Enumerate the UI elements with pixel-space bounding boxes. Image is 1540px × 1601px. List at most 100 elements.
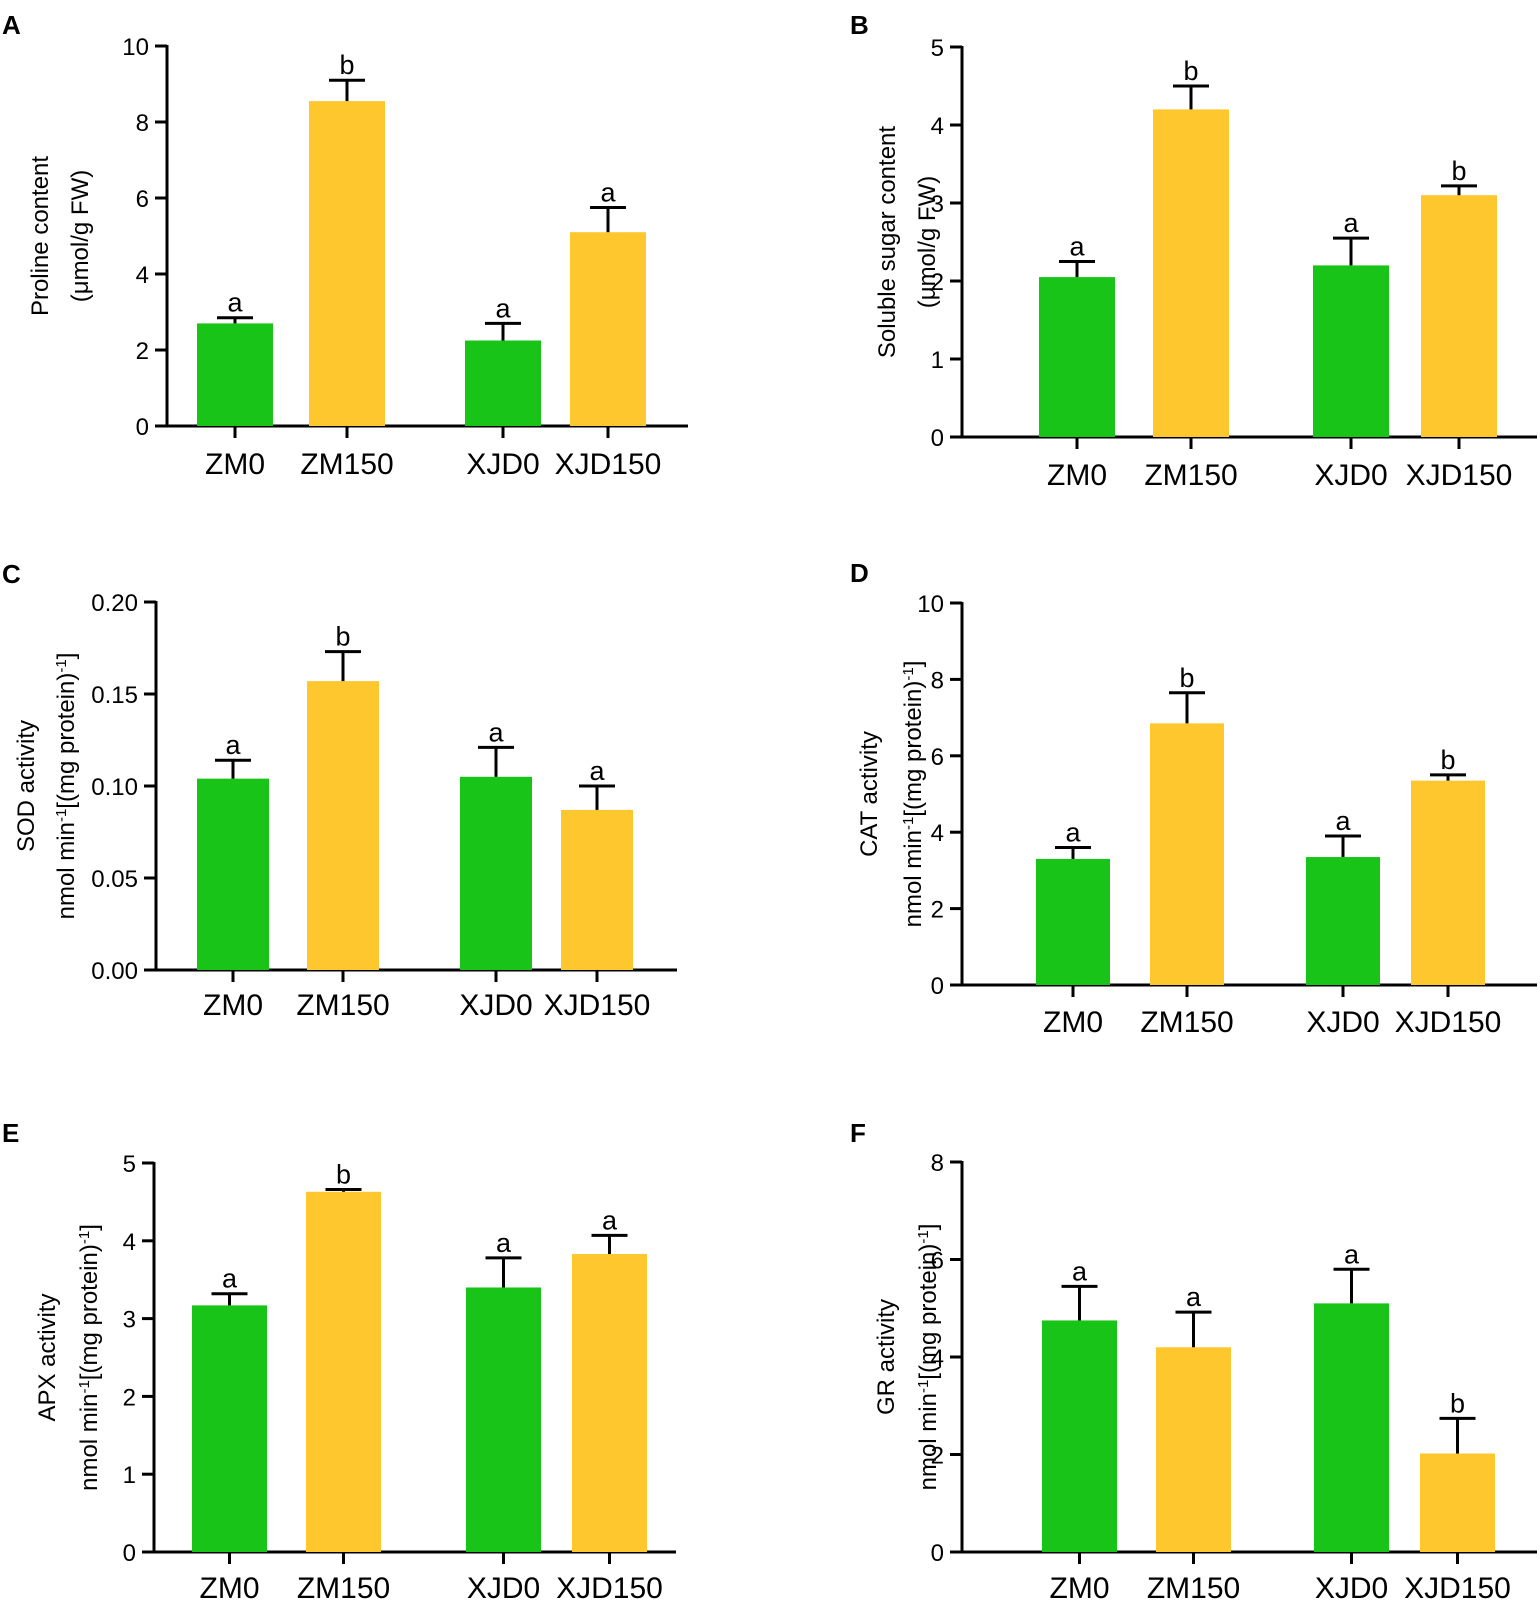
significance-letter: a bbox=[1344, 1239, 1360, 1269]
x-tick-label: ZM0 bbox=[1050, 1572, 1110, 1601]
bar-zm0 bbox=[192, 1305, 267, 1552]
y-axis-label: Soluble sugar content bbox=[874, 126, 901, 358]
bar-xjd150 bbox=[1411, 780, 1485, 985]
y-axis-label: nmol min-1[(mg protein)-1] bbox=[915, 1224, 943, 1491]
y-tick-label: 4 bbox=[931, 820, 944, 847]
y-axis-label: APX activity bbox=[34, 1293, 61, 1421]
panel-letter: E bbox=[2, 1118, 19, 1148]
panel-c: C 0.00 0.05 0.10 0.15 0.20 SOD activity nmol mi… bbox=[2, 559, 677, 1022]
panel-d: D 0 2 4 6 8 10 CAT activity nmol min-1[(mg prote… bbox=[850, 558, 1537, 1039]
bar-xjd0 bbox=[1313, 265, 1389, 437]
bar-xjd0 bbox=[465, 340, 541, 426]
x-tick-label: XJD0 bbox=[467, 1572, 540, 1601]
x-tick-label: XJD0 bbox=[459, 989, 532, 1022]
bar-zm150 bbox=[307, 681, 379, 970]
bar-xjd0 bbox=[1314, 1303, 1389, 1552]
y-axis-label: (μmol/g FW) bbox=[914, 176, 941, 308]
significance-letter: a bbox=[589, 756, 605, 786]
y-tick-label: 0 bbox=[931, 1540, 944, 1567]
y-tick-label: 4 bbox=[123, 1229, 136, 1256]
y-tick-label: 6 bbox=[136, 186, 149, 213]
bar-xjd0 bbox=[466, 1287, 541, 1552]
y-tick-label: 2 bbox=[931, 269, 944, 296]
bar-zm150 bbox=[306, 1191, 381, 1552]
x-tick-label: ZM0 bbox=[1043, 1006, 1103, 1039]
significance-letter: b bbox=[336, 1159, 351, 1189]
bar-zm0 bbox=[1042, 1320, 1117, 1552]
significance-letter: b bbox=[1183, 56, 1198, 86]
x-tick-label: XJD150 bbox=[555, 448, 662, 481]
bar-zm0 bbox=[1036, 858, 1110, 985]
significance-letter: b bbox=[339, 50, 354, 80]
significance-letter: a bbox=[495, 293, 511, 323]
y-tick-label: 0.20 bbox=[91, 590, 138, 617]
x-tick-label: ZM150 bbox=[296, 989, 389, 1022]
x-tick-label: XJD150 bbox=[544, 989, 651, 1022]
bar-xjd150 bbox=[1421, 195, 1497, 437]
y-tick-label: 5 bbox=[123, 1151, 136, 1178]
y-tick-label: 3 bbox=[931, 191, 944, 218]
y-tick-label: 4 bbox=[931, 1345, 944, 1372]
bar-zm150 bbox=[1150, 723, 1224, 985]
x-tick-label: ZM150 bbox=[1147, 1572, 1240, 1601]
bar-zm0 bbox=[1039, 277, 1115, 437]
bar-xjd150 bbox=[570, 232, 646, 426]
x-tick-label: XJD0 bbox=[1306, 1006, 1379, 1039]
bar-xjd150 bbox=[572, 1254, 647, 1552]
significance-letter: b bbox=[335, 622, 350, 652]
y-tick-label: 8 bbox=[931, 667, 944, 694]
panel-letter: C bbox=[2, 559, 21, 589]
x-tick-label: ZM0 bbox=[200, 1572, 260, 1601]
y-tick-label: 0.10 bbox=[91, 774, 138, 801]
y-tick-label: 0 bbox=[931, 973, 944, 1000]
significance-letter: a bbox=[1343, 208, 1359, 238]
panel-a: A 0 2 4 6 8 10 Proline content (μmol/g FW) a ZM0 b Z… bbox=[2, 10, 688, 481]
y-axis-label: CAT activity bbox=[856, 731, 883, 857]
y-tick-label: 0.05 bbox=[91, 866, 138, 893]
x-tick-label: ZM150 bbox=[1144, 459, 1237, 492]
y-axis-label: nmol min-1[(mg protein)-1] bbox=[76, 1224, 104, 1491]
y-tick-label: 3 bbox=[123, 1307, 136, 1334]
significance-letter: a bbox=[1065, 817, 1081, 847]
y-tick-label: 6 bbox=[931, 1248, 944, 1275]
bar-zm150 bbox=[309, 101, 385, 426]
y-axis-label: (μmol/g FW) bbox=[67, 170, 94, 302]
y-tick-label: 0 bbox=[931, 425, 944, 452]
x-tick-label: XJD150 bbox=[1395, 1006, 1502, 1039]
y-axis-label: nmol min-1[(mg protein)-1] bbox=[53, 653, 81, 920]
y-tick-label: 0 bbox=[123, 1540, 136, 1567]
significance-letter: a bbox=[1069, 232, 1085, 262]
bar-zm150 bbox=[1153, 109, 1229, 438]
x-tick-label: XJD150 bbox=[1404, 1572, 1511, 1601]
x-tick-label: ZM150 bbox=[300, 448, 393, 481]
y-tick-label: 2 bbox=[136, 338, 149, 365]
y-axis-label: SOD activity bbox=[13, 720, 40, 852]
significance-letter: a bbox=[496, 1228, 512, 1258]
significance-letter: a bbox=[488, 717, 504, 747]
panel-e: E 0 1 2 3 4 5 APX activity nmol min-1[(mg protei… bbox=[2, 1118, 676, 1601]
x-tick-label: XJD150 bbox=[1406, 459, 1513, 492]
significance-letter: a bbox=[227, 288, 243, 318]
significance-letter: b bbox=[1179, 663, 1194, 693]
significance-letter: b bbox=[1451, 156, 1466, 186]
bar-zm0 bbox=[197, 778, 269, 970]
significance-letter: a bbox=[602, 1205, 618, 1235]
significance-letter: a bbox=[225, 730, 241, 760]
x-tick-label: ZM150 bbox=[297, 1572, 390, 1601]
significance-letter: b bbox=[1450, 1388, 1465, 1418]
x-tick-label: XJD0 bbox=[1315, 1572, 1388, 1601]
x-tick-label: ZM0 bbox=[1047, 459, 1107, 492]
y-tick-label: 8 bbox=[136, 110, 149, 137]
y-axis-label: nmol min-1[(mg protein)-1] bbox=[900, 661, 928, 928]
y-tick-label: 5 bbox=[931, 35, 944, 62]
y-tick-label: 2 bbox=[123, 1384, 136, 1411]
y-axis-label: GR activity bbox=[873, 1299, 900, 1415]
bar-xjd150 bbox=[1420, 1453, 1495, 1552]
panel-letter: D bbox=[850, 558, 869, 588]
x-tick-label: XJD0 bbox=[466, 448, 539, 481]
bar-xjd150 bbox=[561, 809, 633, 970]
significance-letter: b bbox=[1440, 745, 1455, 775]
x-tick-label: ZM0 bbox=[205, 448, 265, 481]
y-tick-label: 6 bbox=[931, 744, 944, 771]
